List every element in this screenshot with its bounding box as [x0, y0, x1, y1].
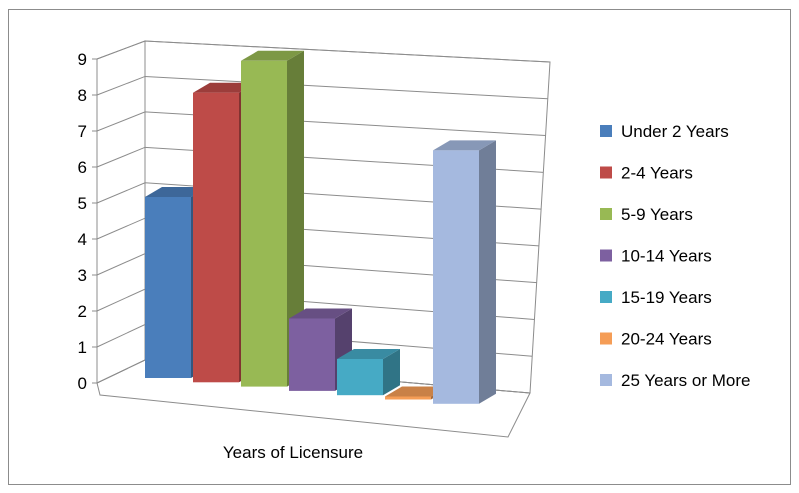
legend-item: 25 Years or More	[600, 371, 750, 390]
bar-top	[289, 308, 352, 319]
legend-item: Under 2 Years	[600, 122, 729, 141]
y-axis-tick-labels: 0 1 2 3 4 5 6 7 8 9	[78, 50, 87, 393]
bar-side	[287, 50, 304, 387]
bar-front	[241, 60, 287, 387]
bar-top	[433, 140, 496, 151]
bar-top	[145, 187, 208, 197]
bar-top	[193, 82, 256, 93]
gridline	[96, 146, 544, 173]
legend-swatch	[600, 374, 612, 386]
bar-side	[479, 140, 496, 404]
bar-side	[383, 349, 400, 396]
bar-top	[241, 50, 304, 61]
bar-front	[385, 396, 431, 400]
legend-swatch	[600, 208, 612, 220]
legend-item: 5-9 Years	[600, 205, 693, 224]
y-tick-label: 8	[78, 86, 87, 105]
gridline	[96, 111, 546, 137]
y-tick-label: 5	[78, 194, 87, 213]
y-tick-label: 2	[78, 302, 87, 321]
y-tick-label: 6	[78, 158, 87, 177]
x-axis-title: Years of Licensure	[223, 443, 363, 462]
legend-label: 15-19 Years	[621, 288, 712, 307]
legend-label: 25 Years or More	[621, 371, 750, 390]
legend-item: 2-4 Years	[600, 164, 693, 183]
legend-swatch	[600, 291, 612, 303]
bar-front	[193, 92, 239, 383]
legend-label: 2-4 Years	[621, 164, 693, 183]
bar-top	[337, 349, 400, 359]
bar	[337, 349, 400, 396]
bar-front	[145, 197, 191, 378]
bars	[145, 50, 496, 404]
bar-front	[433, 150, 479, 404]
chart-frame	[8, 9, 791, 485]
bar-top	[385, 386, 448, 397]
legend: Under 2 Years 2-4 Years 5-9 Years 10-14 Yea…	[600, 122, 750, 390]
bar-front	[337, 359, 383, 396]
legend-swatch	[600, 249, 612, 262]
bar-front	[289, 318, 335, 391]
legend-label: 10-14 Years	[621, 247, 712, 266]
y-tick-label: 0	[78, 374, 87, 393]
legend-label: 5-9 Years	[621, 205, 693, 224]
bar	[241, 50, 304, 387]
gridline	[96, 182, 542, 210]
y-tick-label: 3	[78, 266, 87, 285]
legend-swatch	[600, 166, 612, 179]
legend-item: 20-24 Years	[600, 330, 712, 349]
gridline	[96, 40, 551, 63]
y-tick-label: 1	[78, 338, 87, 357]
y-tick-label: 4	[78, 230, 87, 249]
legend-item: 10-14 Years	[600, 247, 712, 266]
gridline	[96, 75, 548, 100]
legend-label: Under 2 Years	[621, 122, 729, 141]
y-tick-label: 9	[78, 50, 87, 69]
legend-swatch	[600, 332, 612, 345]
legend-swatch	[600, 125, 612, 137]
legend-item: 15-19 Years	[600, 288, 712, 307]
legend-label: 20-24 Years	[621, 330, 712, 349]
y-tick-label: 7	[78, 122, 87, 141]
bar	[433, 140, 496, 404]
